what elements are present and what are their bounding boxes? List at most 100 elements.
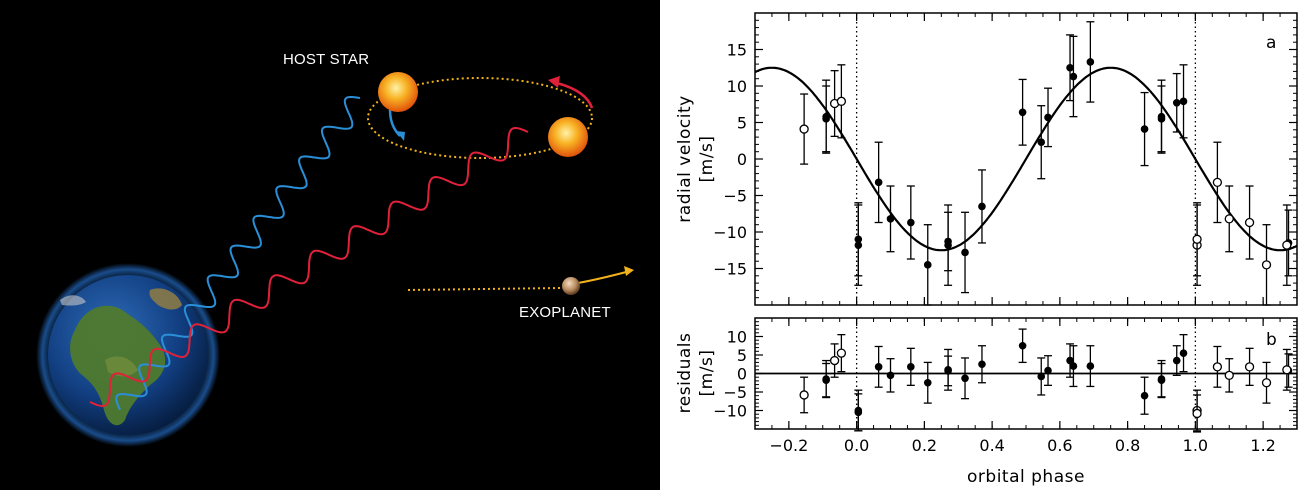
illustration-canvas xyxy=(36,72,634,447)
data-point-filled xyxy=(1037,138,1046,147)
model-curve xyxy=(754,66,1298,252)
exoplanet-icon xyxy=(562,277,580,295)
data-point-filled xyxy=(1086,58,1095,66)
data-point-filled xyxy=(1172,98,1181,107)
x-tick-label: 0.2 xyxy=(912,436,937,455)
data-point-open xyxy=(1261,260,1272,270)
data-point-open xyxy=(1282,240,1292,250)
x-tick-label: 0.0 xyxy=(844,436,869,455)
panel-a-tag: a xyxy=(1266,33,1277,53)
data-point-filled xyxy=(1018,341,1027,350)
x-tick-label: 0.4 xyxy=(979,436,1004,455)
data-point-filled xyxy=(923,378,932,387)
data-point-filled xyxy=(978,360,986,369)
data-point-filled xyxy=(923,261,932,269)
data-point-open xyxy=(1244,362,1255,372)
data-point-open xyxy=(1224,370,1234,381)
data-point-filled xyxy=(1140,125,1149,133)
data-point-open xyxy=(799,390,809,400)
data-point-filled xyxy=(1037,372,1046,381)
data-point-open xyxy=(1192,408,1202,419)
data-point-filled xyxy=(854,408,863,417)
redshift-wave xyxy=(89,127,529,407)
data-point-filled xyxy=(961,248,969,257)
data-point-filled xyxy=(1157,376,1166,384)
data-point-filled xyxy=(822,115,830,123)
data-point-open xyxy=(1282,365,1292,375)
planet-motion-arrow xyxy=(577,270,631,284)
data-point-filled xyxy=(822,376,830,384)
data-point-filled xyxy=(1086,362,1095,370)
data-point-filled xyxy=(978,202,986,211)
data-point-open xyxy=(1261,378,1272,388)
data-point-open xyxy=(836,96,847,106)
data-point-filled xyxy=(1069,72,1078,81)
data-point-open xyxy=(799,124,809,134)
y-tick-label: −5 xyxy=(723,383,747,402)
y-tick-label: −15 xyxy=(713,260,747,279)
y-tick-label: 5 xyxy=(737,346,747,365)
data-point-open xyxy=(1224,214,1234,224)
data-point-open xyxy=(1212,362,1223,372)
host-star-icon xyxy=(378,72,418,112)
data-point-filled xyxy=(874,363,883,371)
star-approach-arrow xyxy=(388,109,401,137)
panel-a-content: −15 −10 −5 0 5 10 15 xyxy=(713,12,1298,306)
planet-arrowhead xyxy=(624,266,634,276)
data-point-open xyxy=(1212,177,1223,188)
y-tick-label: 5 xyxy=(737,114,747,133)
panel-a-ylabel-line2: [m/s] xyxy=(697,136,717,183)
y-tick-label: 15 xyxy=(727,41,747,60)
data-point-filled xyxy=(1179,349,1188,357)
doppler-illustration: HOST STAR EXOPLANET xyxy=(0,0,660,490)
data-point-filled xyxy=(1140,391,1149,400)
x-tick-label: 0.8 xyxy=(1115,436,1140,455)
data-point-open xyxy=(1244,217,1255,228)
data-point-filled xyxy=(961,374,969,383)
data-point-filled xyxy=(1157,115,1166,123)
blueshift-wave xyxy=(115,96,361,411)
y-tick-label: 0 xyxy=(737,150,747,169)
data-point-filled xyxy=(886,371,895,380)
data-point-filled xyxy=(1172,356,1181,365)
star-motion-arrow xyxy=(556,81,594,109)
panel-b-tag: b xyxy=(1266,330,1277,350)
data-point-filled xyxy=(1044,113,1052,122)
panel-b-ylabel-line2: [m/s] xyxy=(697,350,717,397)
star-approach-arrowhead xyxy=(396,131,405,141)
data-point-filled xyxy=(854,235,863,244)
data-point-open xyxy=(1192,234,1202,244)
planet-orbit xyxy=(407,287,561,291)
x-tick-label: −0.2 xyxy=(769,436,808,455)
star-motion-arrowhead xyxy=(548,76,560,88)
exoplanet-label: EXOPLANET xyxy=(519,304,611,321)
data-point-open xyxy=(829,355,840,366)
data-point-filled xyxy=(886,215,895,223)
data-point-filled xyxy=(1069,362,1078,370)
data-point-filled xyxy=(944,367,952,375)
data-point-open xyxy=(836,348,847,358)
data-point-filled xyxy=(1066,63,1074,72)
data-point-filled xyxy=(1179,97,1188,106)
y-tick-label: 0 xyxy=(737,365,747,384)
data-point-filled xyxy=(907,218,915,227)
data-point-filled xyxy=(944,237,952,246)
y-tick-label: −5 xyxy=(723,187,747,206)
data-point-filled xyxy=(874,178,883,187)
x-tick-label: 1.2 xyxy=(1250,436,1275,455)
radial-velocity-chart: −15 −10 −5 0 5 10 15 −10 −5 0 5 10 −0.2 0.0 0.2 0.4 0.6… xyxy=(660,0,1305,490)
data-point-filled xyxy=(1044,366,1052,375)
y-tick-label: 10 xyxy=(727,77,747,96)
x-axis-label: orbital phase xyxy=(967,467,1085,487)
panel-a-ylabel-line1: radial velocity xyxy=(675,95,695,222)
earth-icon xyxy=(36,263,220,447)
data-point-filled xyxy=(1018,108,1027,117)
x-tick-label: 0.6 xyxy=(1047,436,1072,455)
y-tick-label: 10 xyxy=(727,328,747,347)
host-star-label: HOST STAR xyxy=(283,51,370,68)
star-orbit xyxy=(367,77,593,159)
data-point-filled xyxy=(1066,356,1074,365)
y-tick-label: −10 xyxy=(713,402,747,421)
